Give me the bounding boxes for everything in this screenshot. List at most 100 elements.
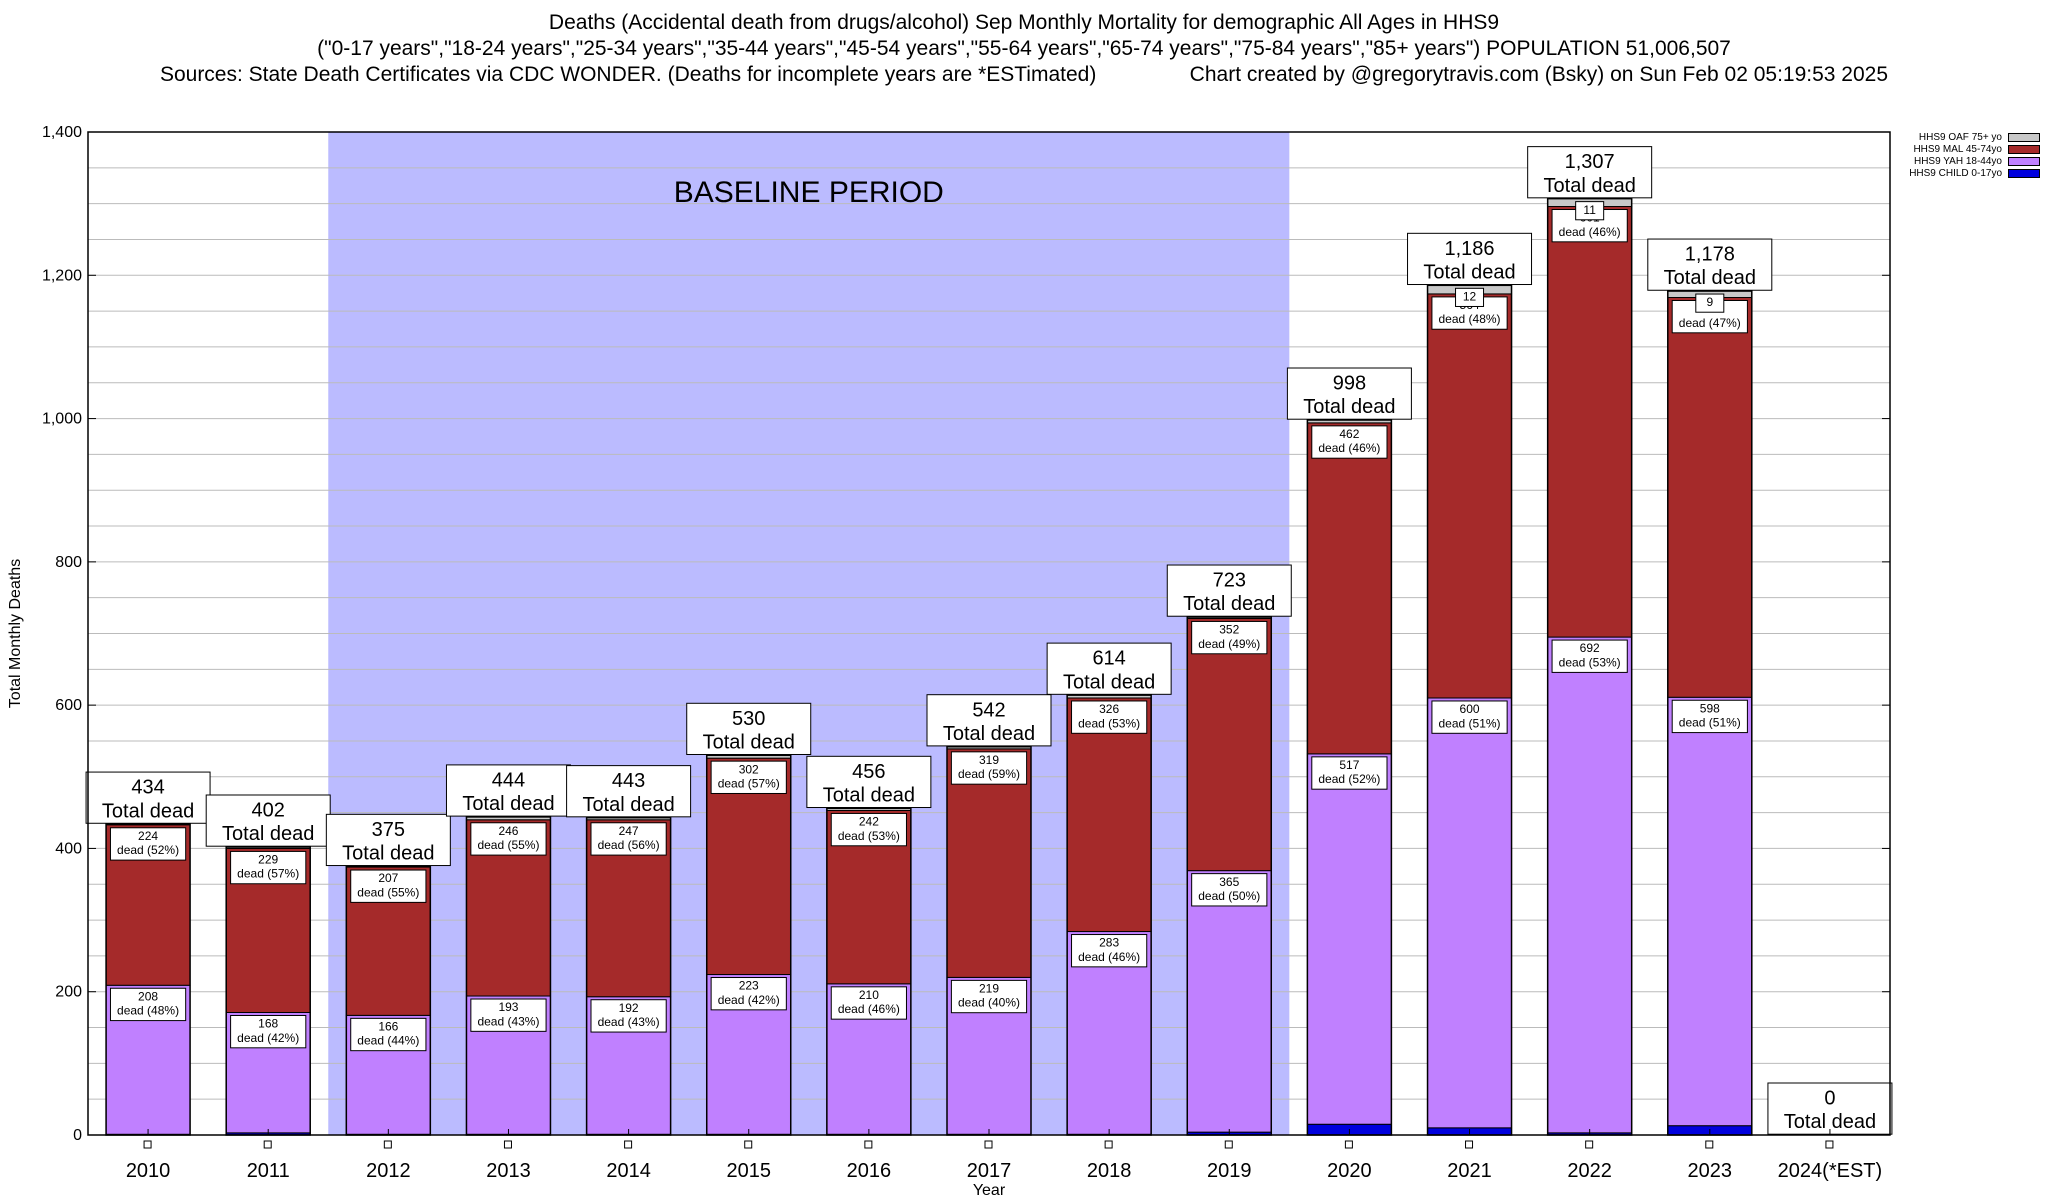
- total-label-text: 375: [372, 819, 405, 841]
- x-marker: [984, 1140, 993, 1149]
- data-label-yah-box: [950, 979, 1028, 1014]
- total-label-box: [1046, 642, 1172, 695]
- bar-segment-mal: [1066, 697, 1152, 933]
- x-tick-label: 2011: [247, 1160, 290, 1182]
- x-marker: [1705, 1140, 1714, 1149]
- plot-frame: [87, 131, 1891, 1136]
- data-label-mal-box: [109, 827, 187, 861]
- x-marker: [1344, 1140, 1353, 1149]
- data-label-yah-text: dead (50%): [1198, 889, 1260, 903]
- bar-segment-mal: [706, 757, 792, 976]
- data-label-yah-box: [1671, 699, 1748, 734]
- x-marker: [503, 1140, 512, 1149]
- data-label-yah-text: dead (44%): [357, 1034, 419, 1048]
- data-label-yah-text: dead (46%): [838, 1002, 900, 1016]
- x-marker: [1224, 1140, 1233, 1149]
- x-tick-label: 2019: [1207, 1160, 1252, 1182]
- legend-item-mal: HHS9 MAL 45-74yo: [1880, 143, 2040, 155]
- total-label-text: Total dead: [342, 843, 434, 865]
- data-label-yah-text: 193: [498, 1000, 518, 1014]
- total-label-text: 614: [1092, 648, 1125, 670]
- total-label-text: Total dead: [1303, 396, 1395, 418]
- legend-label: HHS9 OAF 75+ yo: [1918, 131, 2002, 143]
- data-label-yah-box: [1311, 756, 1388, 790]
- data-label-yah-box: [1191, 873, 1268, 907]
- y-tick-label: 1,200: [42, 267, 82, 284]
- y-tick-label: 600: [55, 697, 82, 714]
- data-label-yah-text: 223: [739, 979, 759, 993]
- total-label-text: Total dead: [1544, 175, 1636, 197]
- total-label-box: [1647, 238, 1773, 291]
- total-label-text: Total dead: [102, 800, 194, 822]
- x-tick-label: 2022: [1567, 1160, 1612, 1182]
- data-label-mal-box: [350, 869, 427, 903]
- data-label-yah-text: dead (51%): [1679, 716, 1741, 730]
- legend-label: HHS9 YAH 18-44yo: [1913, 155, 2002, 167]
- data-label-yah-box: [710, 977, 787, 1011]
- total-label-text: Total dead: [222, 823, 314, 845]
- data-label-mal-text: 462: [1339, 427, 1359, 441]
- total-label-text: Total dead: [943, 723, 1035, 745]
- legend-swatch: [2008, 144, 2040, 154]
- total-label-text: 456: [852, 761, 885, 783]
- data-label-mal-text: 319: [979, 753, 999, 767]
- data-label-mal-text: dead (53%): [1078, 716, 1140, 730]
- data-label-mal-text: dead (46%): [1559, 225, 1621, 239]
- chart-legend: HHS9 OAF 75+ yo HHS9 MAL 45-74yo HHS9 YAH …: [1880, 131, 2040, 179]
- total-label-box: [1166, 564, 1292, 617]
- total-label-text: 530: [732, 708, 765, 730]
- total-label-text: 998: [1333, 373, 1366, 395]
- data-label-mal-box: [1071, 700, 1148, 734]
- bar-segment-yah: [1427, 697, 1513, 1129]
- data-label-yah-text: 219: [979, 982, 999, 996]
- data-label-yah-box: [1551, 639, 1628, 673]
- data-label-mal-text: 352: [1219, 623, 1239, 637]
- total-label-text: Total dead: [703, 731, 795, 753]
- x-marker: [1585, 1140, 1594, 1149]
- x-tick-label: 2013: [486, 1160, 531, 1182]
- data-label-yah-text: 283: [1099, 936, 1119, 950]
- total-label-text: 1,307: [1565, 151, 1615, 173]
- data-label-yah-text: 365: [1219, 875, 1239, 889]
- x-tick-label: 2018: [1087, 1160, 1132, 1182]
- data-label-oaf-box: [1695, 293, 1725, 313]
- total-label-text: 402: [252, 800, 285, 822]
- data-label-yah-text: dead (53%): [1559, 655, 1621, 669]
- bar-segment-mal: [1547, 206, 1633, 638]
- y-axis-title: Total Monthly Deaths: [7, 559, 24, 708]
- data-label-yah-text: dead (52%): [1318, 772, 1380, 786]
- data-label-mal-text: 247: [619, 824, 639, 838]
- data-label-mal-text: 224: [138, 829, 158, 843]
- x-marker: [383, 1140, 392, 1149]
- chart-titles: Deaths (Accidental death from drugs/alco…: [0, 10, 2048, 88]
- data-label-yah-box: [1431, 700, 1508, 734]
- total-label-text: Total dead: [1183, 593, 1275, 615]
- data-label-mal-box: [1311, 425, 1388, 459]
- data-label-mal-text: dead (57%): [718, 776, 780, 790]
- data-label-oaf-box: [1575, 201, 1605, 221]
- data-label-mal-text: dead (59%): [958, 767, 1020, 781]
- y-tick-label: 400: [55, 840, 82, 857]
- data-label-mal-text: dead (55%): [357, 885, 419, 899]
- x-marker: [624, 1140, 633, 1149]
- data-label-mal-box: [1191, 620, 1268, 655]
- data-label-mal-text: dead (48%): [1439, 312, 1501, 326]
- y-tick-label: 1,400: [42, 124, 82, 141]
- data-label-yah-text: dead (43%): [477, 1014, 539, 1028]
- data-label-mal-text: 242: [859, 815, 879, 829]
- x-marker: [263, 1140, 272, 1149]
- data-label-mal-box: [830, 812, 907, 847]
- total-label-text: 1,186: [1445, 238, 1495, 260]
- x-tick-label: 2023: [1688, 1160, 1733, 1182]
- total-label-text: Total dead: [823, 785, 915, 807]
- total-label-text: Total dead: [462, 793, 554, 815]
- x-tick-label: 2010: [126, 1160, 171, 1182]
- legend-label: HHS9 CHILD 0-17yo: [1909, 167, 2002, 179]
- data-label-oaf-box: [1455, 287, 1485, 307]
- bar-segment-mal: [1427, 293, 1513, 699]
- y-tick-label: 800: [55, 554, 82, 571]
- data-label-mal-box: [710, 760, 787, 794]
- x-marker: [864, 1140, 873, 1149]
- x-tick-label: 2016: [847, 1160, 892, 1182]
- data-label-yah-box: [470, 998, 547, 1032]
